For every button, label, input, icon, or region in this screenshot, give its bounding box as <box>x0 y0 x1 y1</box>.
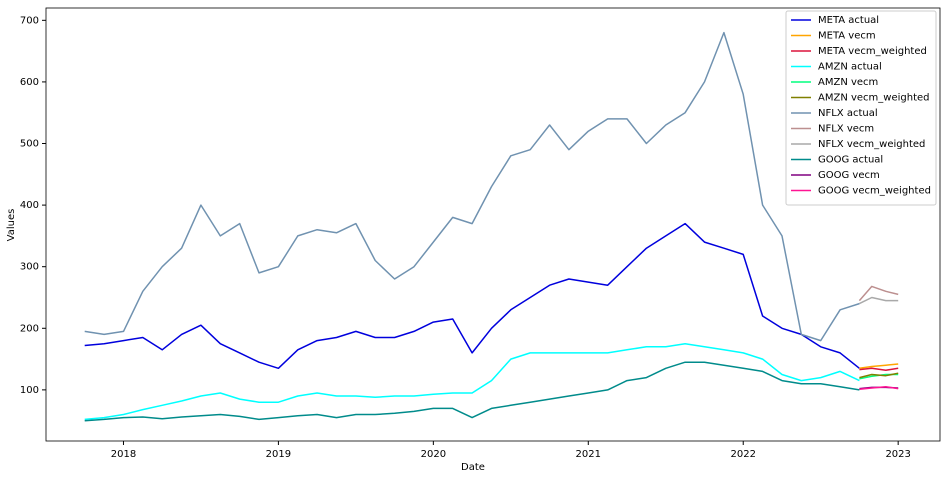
plot-lines <box>84 31 899 422</box>
legend-label: NFLX vecm <box>818 124 874 135</box>
legend-label: GOOG vecm_weighted <box>818 186 931 197</box>
x-tick-label: 2023 <box>885 449 910 460</box>
x-axis-label: Date <box>461 462 485 473</box>
series-line <box>84 361 860 422</box>
legend-label: AMZN vecm <box>818 77 878 88</box>
series-line <box>84 222 860 370</box>
legend: META actual META vecm META vecm_weighted AM… <box>785 10 937 206</box>
series-line <box>84 31 860 342</box>
y-tick-label: 600 <box>20 77 39 88</box>
series-line <box>859 386 899 391</box>
series-line <box>859 296 899 305</box>
legend-label: AMZN vecm_weighted <box>818 93 930 104</box>
plot-frame <box>45 7 941 442</box>
x-tick-label: 2018 <box>111 449 136 460</box>
legend-label: NFLX actual <box>818 108 878 119</box>
legend-label: META vecm_weighted <box>818 46 927 57</box>
series-line <box>84 342 860 421</box>
y-axis-label: Values <box>6 209 17 242</box>
y-tick-label: 500 <box>20 139 39 150</box>
legend-label: NFLX vecm_weighted <box>818 139 925 150</box>
x-tick-label: 2021 <box>576 449 601 460</box>
y-tick-label: 200 <box>20 323 39 334</box>
series-line <box>859 367 899 371</box>
series-line <box>859 363 899 370</box>
legend-label: META actual <box>818 15 879 26</box>
y-tick-label: 300 <box>20 262 39 273</box>
legend-label: AMZN actual <box>818 62 882 73</box>
legend-label: GOOG actual <box>818 155 883 166</box>
series-line <box>859 372 899 379</box>
y-tick-label: 700 <box>20 15 39 26</box>
legend-label: GOOG vecm <box>818 170 880 181</box>
series-line <box>858 285 899 302</box>
y-tick-label: 100 <box>20 385 39 396</box>
legend-label: META vecm <box>818 31 876 42</box>
y-tick-label: 400 <box>20 200 39 211</box>
legend-box <box>785 10 937 206</box>
x-tick-label: 2022 <box>731 449 756 460</box>
x-tick-label: 2019 <box>266 449 291 460</box>
x-tick-label: 2020 <box>421 449 446 460</box>
